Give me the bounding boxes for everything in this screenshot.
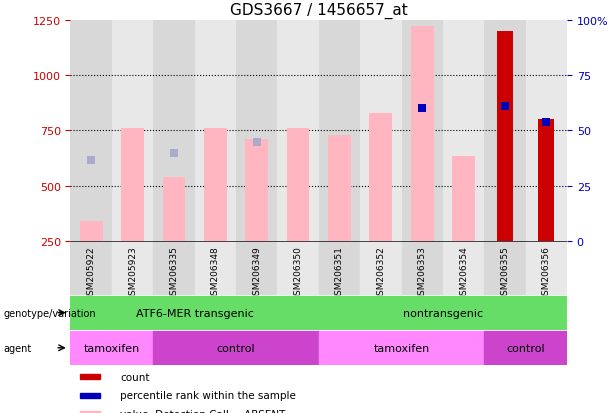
Bar	[319, 331, 484, 365]
Bar	[319, 296, 567, 330]
Text: agent: agent	[3, 343, 31, 353]
Bar	[360, 21, 402, 242]
Text: GSM206352: GSM206352	[376, 246, 386, 301]
Text: tamoxifen: tamoxifen	[84, 343, 140, 353]
Bar	[153, 21, 195, 242]
Bar	[236, 242, 277, 295]
Bar	[121, 129, 144, 242]
Text: GSM206349: GSM206349	[252, 246, 261, 301]
Bar	[277, 242, 319, 295]
Bar	[70, 296, 319, 330]
Bar	[452, 157, 475, 242]
Text: control: control	[216, 343, 256, 353]
Text: value, Detection Call = ABSENT: value, Detection Call = ABSENT	[120, 409, 286, 413]
Text: nontransgenic: nontransgenic	[403, 308, 483, 318]
Bar	[112, 242, 153, 295]
Bar	[162, 178, 185, 242]
Bar	[70, 21, 112, 242]
Title: GDS3667 / 1456657_at: GDS3667 / 1456657_at	[230, 3, 408, 19]
Bar	[484, 331, 567, 365]
Bar	[70, 331, 153, 365]
Bar	[484, 242, 526, 295]
Text: GSM206353: GSM206353	[417, 246, 427, 301]
Text: ATF6-MER transgenic: ATF6-MER transgenic	[135, 308, 254, 318]
Bar	[497, 32, 513, 242]
Bar	[370, 114, 392, 242]
Bar	[484, 21, 526, 242]
Bar	[526, 242, 567, 295]
Bar	[195, 21, 236, 242]
Text: GSM206354: GSM206354	[459, 246, 468, 301]
Bar	[411, 27, 433, 242]
Bar	[80, 222, 102, 242]
Bar	[245, 140, 268, 242]
Text: percentile rank within the sample: percentile rank within the sample	[120, 390, 296, 401]
Bar	[328, 135, 351, 242]
Text: GSM206348: GSM206348	[211, 246, 220, 301]
Bar	[80, 374, 99, 380]
Text: tamoxifen: tamoxifen	[373, 343, 430, 353]
Text: control: control	[506, 343, 545, 353]
Bar	[287, 129, 310, 242]
Bar	[538, 120, 554, 242]
Bar	[360, 242, 402, 295]
Bar	[319, 21, 360, 242]
Text: GSM206356: GSM206356	[542, 246, 551, 301]
Bar	[195, 242, 236, 295]
Text: GSM206350: GSM206350	[294, 246, 303, 301]
Text: genotype/variation: genotype/variation	[3, 308, 96, 318]
Bar	[236, 21, 277, 242]
Bar	[526, 21, 567, 242]
Bar	[153, 331, 319, 365]
Bar	[443, 242, 484, 295]
Bar	[153, 242, 195, 295]
Bar	[112, 21, 153, 242]
Text: GSM206355: GSM206355	[500, 246, 509, 301]
Bar	[204, 129, 227, 242]
Text: GSM205923: GSM205923	[128, 246, 137, 301]
Bar	[80, 411, 99, 413]
Bar	[80, 393, 99, 398]
Text: count: count	[120, 372, 150, 382]
Text: GSM206351: GSM206351	[335, 246, 344, 301]
Bar	[319, 242, 360, 295]
Bar	[277, 21, 319, 242]
Text: GSM206335: GSM206335	[169, 246, 178, 301]
Bar	[402, 242, 443, 295]
Bar	[70, 242, 112, 295]
Bar	[443, 21, 484, 242]
Bar	[402, 21, 443, 242]
Text: GSM205922: GSM205922	[86, 246, 96, 300]
